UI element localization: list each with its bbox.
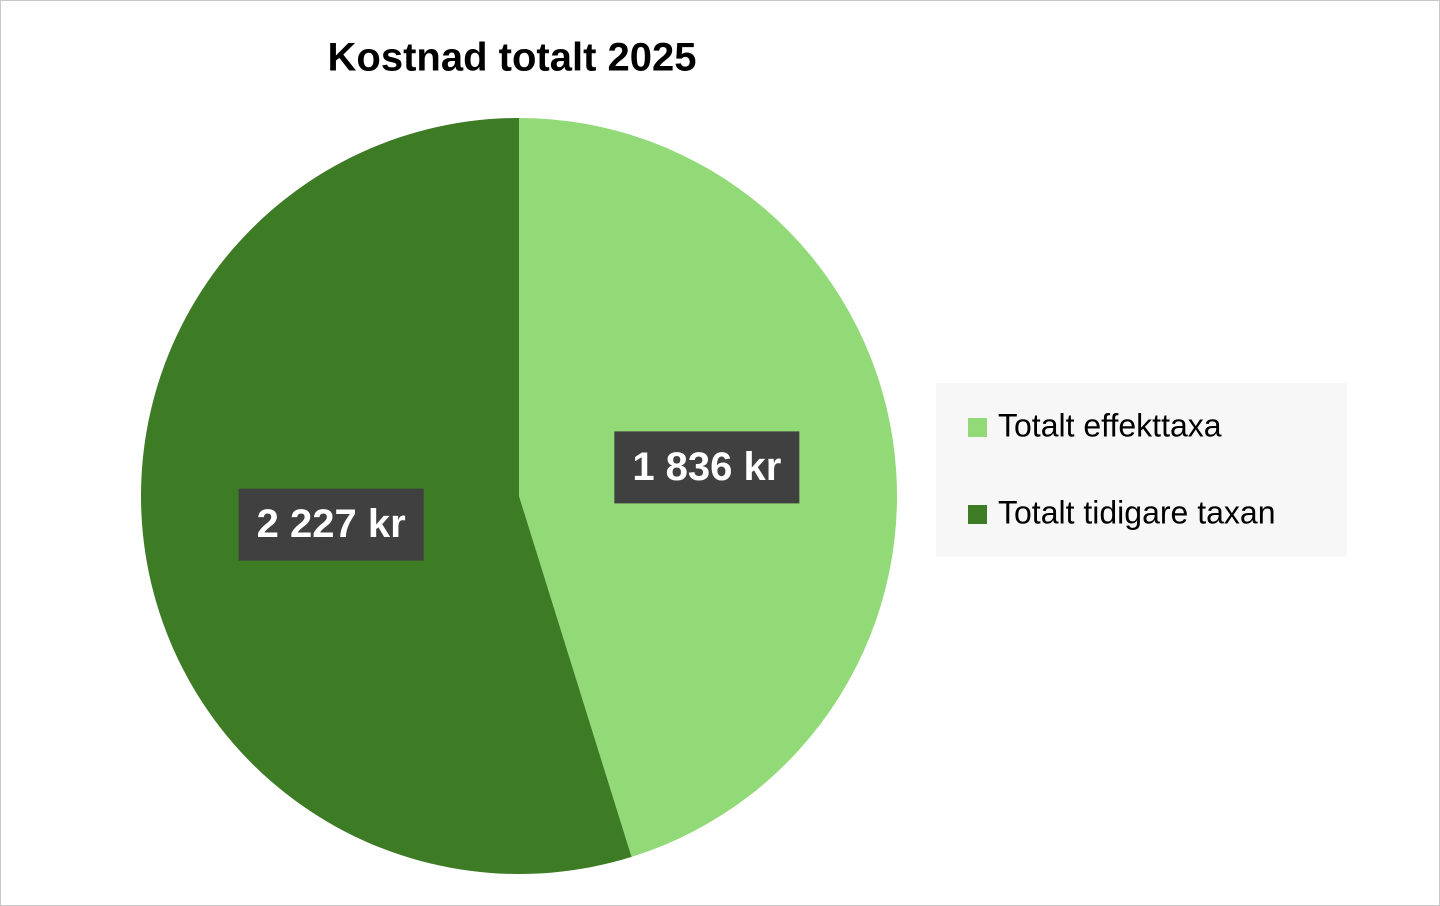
legend-label: Totalt effekttaxa: [998, 407, 1222, 443]
chart-title: Kostnad totalt 2025: [328, 36, 697, 80]
data-label-text: 2 227 kr: [257, 502, 406, 546]
legend-swatch: [968, 505, 987, 524]
data-label-text: 1 836 kr: [632, 445, 781, 489]
data-label: 2 227 kr: [238, 488, 424, 561]
legend-label: Totalt tidigare taxan: [998, 494, 1276, 530]
data-label-box: [614, 431, 800, 504]
data-label-box: [238, 488, 424, 561]
legend-swatch: [968, 418, 987, 437]
legend-box: [936, 383, 1347, 557]
data-label: 1 836 kr: [614, 431, 800, 504]
